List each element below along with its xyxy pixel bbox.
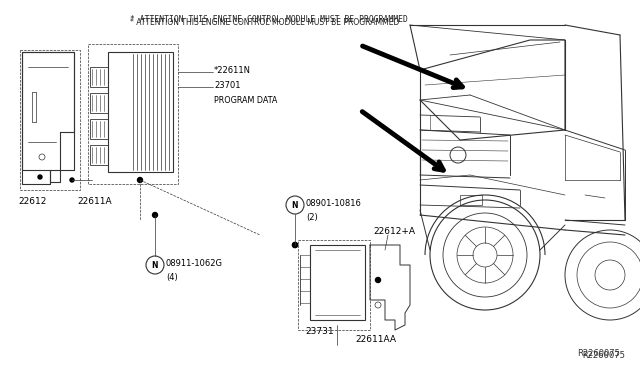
Text: R2260075: R2260075 (582, 351, 625, 360)
Bar (90, 145, 108, 165)
Text: 08911-1062G: 08911-1062G (166, 259, 223, 268)
Bar (20, 50, 80, 190)
Circle shape (70, 178, 74, 182)
Text: * ATTENTION THIS ENGINE CONTROL MODULE MUST BE PROGRAMMED: * ATTENTION THIS ENGINE CONTROL MODULE M… (130, 18, 399, 27)
Text: 08901-10816: 08901-10816 (306, 199, 362, 208)
Bar (90, 67, 108, 87)
Bar (298, 240, 370, 330)
Circle shape (376, 278, 381, 282)
Circle shape (38, 175, 42, 179)
Text: N: N (152, 260, 158, 269)
Text: 22612+A: 22612+A (373, 227, 415, 236)
Text: 23701: 23701 (214, 81, 241, 90)
Text: (2): (2) (306, 213, 317, 222)
Text: (4): (4) (166, 273, 178, 282)
Circle shape (292, 243, 298, 247)
Bar (108, 52, 173, 172)
Text: 22611AA: 22611AA (355, 335, 396, 344)
Circle shape (292, 243, 298, 247)
Bar (310, 245, 365, 320)
Text: 23731: 23731 (305, 327, 333, 336)
Bar (90, 93, 108, 113)
Text: 22612: 22612 (18, 197, 46, 206)
Text: R2260075: R2260075 (577, 349, 620, 358)
Text: N: N (292, 201, 298, 209)
Text: * ATTENTION THIS ENGINE CONTROL MODULE MUST BE PROGRAMMED: * ATTENTION THIS ENGINE CONTROL MODULE M… (130, 15, 408, 24)
Circle shape (138, 177, 143, 183)
Text: PROGRAM DATA: PROGRAM DATA (214, 96, 277, 105)
Circle shape (152, 212, 157, 218)
Text: *22611N: *22611N (214, 66, 251, 75)
Bar (90, 119, 108, 139)
Text: 22611A: 22611A (77, 197, 111, 206)
Bar (88, 44, 178, 184)
Bar (460, 195, 482, 205)
